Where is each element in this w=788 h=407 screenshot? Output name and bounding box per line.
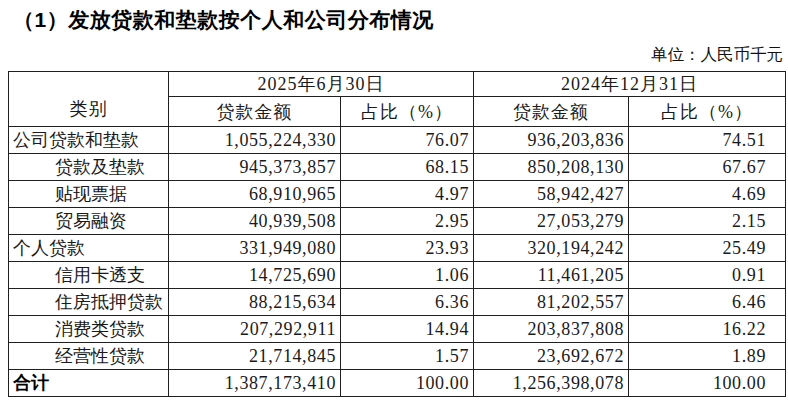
- pct-2024-cell: 4.69: [629, 181, 786, 208]
- amount-2024-cell: 81,202,557: [474, 289, 629, 316]
- pct-2024-cell: 1.89: [629, 343, 786, 370]
- category-cell: 合计: [9, 370, 169, 397]
- category-cell: 住房抵押贷款: [9, 289, 169, 316]
- amount-2025-cell: 14,725,690: [169, 262, 341, 289]
- amount-2025-cell: 68,910,965: [169, 181, 341, 208]
- amount-2025-cell: 1,387,173,410: [169, 370, 341, 397]
- table-body: 公司贷款和垫款1,055,224,33076.07936,203,83674.5…: [9, 127, 786, 397]
- column-header-period-2024: 2024年12月31日: [474, 72, 786, 97]
- amount-2025-cell: 40,939,508: [169, 208, 341, 235]
- column-header-period-2025: 2025年6月30日: [169, 72, 474, 97]
- pct-2025-cell: 6.36: [341, 289, 474, 316]
- column-header-amount-2025: 贷款金额: [169, 97, 341, 127]
- table-row: 住房抵押贷款88,215,6346.3681,202,5576.46: [9, 289, 786, 316]
- amount-2024-cell: 1,256,398,078: [474, 370, 629, 397]
- pct-2024-cell: 25.49: [629, 235, 786, 262]
- amount-2024-cell: 203,837,808: [474, 316, 629, 343]
- category-cell: 贸易融资: [9, 208, 169, 235]
- pct-2025-cell: 23.93: [341, 235, 474, 262]
- amount-2024-cell: 58,942,427: [474, 181, 629, 208]
- category-cell: 贷款及垫款: [9, 154, 169, 181]
- amount-2025-cell: 331,949,080: [169, 235, 341, 262]
- table-header: 类别 2025年6月30日 2024年12月31日 贷款金额 占比（%） 贷款金…: [9, 72, 786, 127]
- column-header-pct-2025: 占比（%）: [341, 97, 474, 127]
- section-title: （1）发放贷款和垫款按个人和公司分布情况: [13, 7, 788, 33]
- table-row: 公司贷款和垫款1,055,224,33076.07936,203,83674.5…: [9, 127, 786, 154]
- amount-2024-cell: 11,461,205: [474, 262, 629, 289]
- amount-2024-cell: 850,208,130: [474, 154, 629, 181]
- amount-2025-cell: 88,215,634: [169, 289, 341, 316]
- table-row: 合计1,387,173,410100.001,256,398,078100.00: [9, 370, 786, 397]
- column-header-pct-2024: 占比（%）: [629, 97, 786, 127]
- amount-2024-cell: 23,692,672: [474, 343, 629, 370]
- document-page: （1）发放贷款和垫款按个人和公司分布情况 单位：人民币千元 类别 2025年6月…: [0, 7, 788, 407]
- pct-2025-cell: 4.97: [341, 181, 474, 208]
- table-row: 个人贷款331,949,08023.93320,194,24225.49: [9, 235, 786, 262]
- amount-2025-cell: 945,373,857: [169, 154, 341, 181]
- category-cell: 经营性贷款: [9, 343, 169, 370]
- pct-2024-cell: 16.22: [629, 316, 786, 343]
- category-cell: 个人贷款: [9, 235, 169, 262]
- pct-2025-cell: 68.15: [341, 154, 474, 181]
- column-header-amount-2024: 贷款金额: [474, 97, 629, 127]
- category-cell: 公司贷款和垫款: [9, 127, 169, 154]
- table-row: 信用卡透支14,725,6901.0611,461,2050.91: [9, 262, 786, 289]
- pct-2025-cell: 2.95: [341, 208, 474, 235]
- pct-2024-cell: 74.51: [629, 127, 786, 154]
- amount-2025-cell: 21,714,845: [169, 343, 341, 370]
- pct-2025-cell: 14.94: [341, 316, 474, 343]
- table-row: 消费类贷款207,292,91114.94203,837,80816.22: [9, 316, 786, 343]
- pct-2025-cell: 1.57: [341, 343, 474, 370]
- table-row: 经营性贷款21,714,8451.5723,692,6721.89: [9, 343, 786, 370]
- column-header-category: 类别: [9, 72, 169, 127]
- period-header-row: 类别 2025年6月30日 2024年12月31日: [9, 72, 786, 97]
- pct-2024-cell: 6.46: [629, 289, 786, 316]
- pct-2024-cell: 2.15: [629, 208, 786, 235]
- amount-2025-cell: 1,055,224,330: [169, 127, 341, 154]
- pct-2024-cell: 67.67: [629, 154, 786, 181]
- category-cell: 信用卡透支: [9, 262, 169, 289]
- category-cell: 贴现票据: [9, 181, 169, 208]
- table-row: 贴现票据68,910,9654.9758,942,4274.69: [9, 181, 786, 208]
- pct-2025-cell: 76.07: [341, 127, 474, 154]
- amount-2024-cell: 320,194,242: [474, 235, 629, 262]
- unit-label: 单位：人民币千元: [0, 45, 783, 65]
- loans-distribution-table: 类别 2025年6月30日 2024年12月31日 贷款金额 占比（%） 贷款金…: [8, 71, 786, 397]
- amount-2024-cell: 27,053,279: [474, 208, 629, 235]
- amount-2025-cell: 207,292,911: [169, 316, 341, 343]
- pct-2024-cell: 100.00: [629, 370, 786, 397]
- amount-2024-cell: 936,203,836: [474, 127, 629, 154]
- pct-2025-cell: 1.06: [341, 262, 474, 289]
- pct-2024-cell: 0.91: [629, 262, 786, 289]
- category-cell: 消费类贷款: [9, 316, 169, 343]
- pct-2025-cell: 100.00: [341, 370, 474, 397]
- table-row: 贸易融资40,939,5082.9527,053,2792.15: [9, 208, 786, 235]
- table-row: 贷款及垫款945,373,85768.15850,208,13067.67: [9, 154, 786, 181]
